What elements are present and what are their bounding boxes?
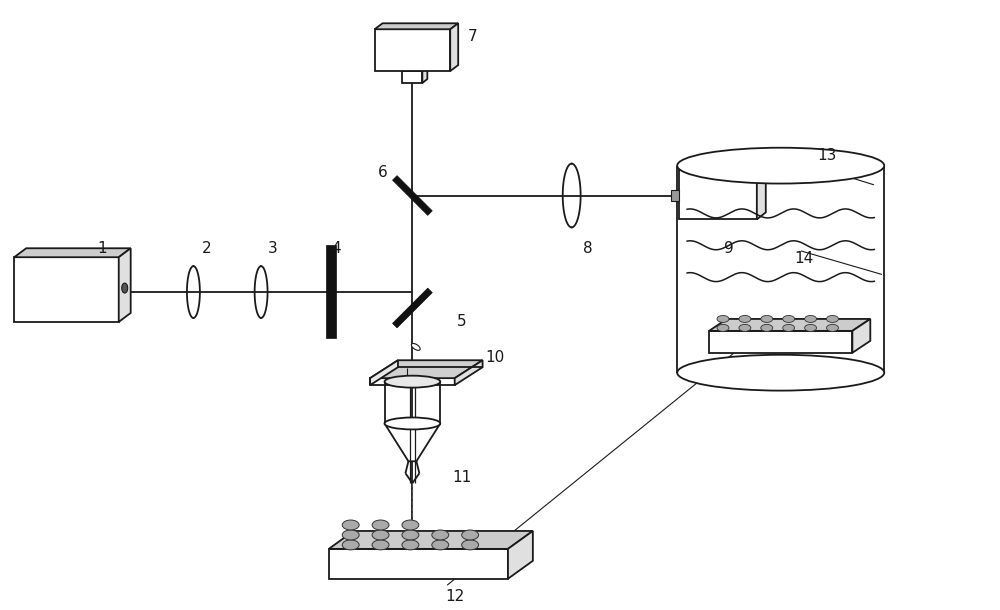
Polygon shape [709,331,852,353]
Ellipse shape [805,315,817,323]
Text: 7: 7 [467,29,477,44]
Ellipse shape [385,417,440,429]
Ellipse shape [462,530,479,540]
Polygon shape [852,319,870,353]
Polygon shape [422,67,427,83]
Text: 14: 14 [794,251,813,266]
Text: 12: 12 [446,589,465,604]
Ellipse shape [677,148,884,184]
Ellipse shape [677,355,884,390]
Polygon shape [375,23,458,29]
Text: 1: 1 [97,241,107,256]
Ellipse shape [122,283,128,293]
Polygon shape [370,378,455,385]
Ellipse shape [761,325,773,331]
Polygon shape [119,248,131,322]
Polygon shape [326,245,336,338]
Ellipse shape [827,315,838,323]
Ellipse shape [402,540,419,550]
Text: 9: 9 [724,241,734,256]
Polygon shape [402,71,422,83]
Ellipse shape [805,325,817,331]
Polygon shape [370,361,483,378]
Text: 10: 10 [485,350,505,365]
Ellipse shape [783,325,795,331]
Polygon shape [329,531,533,549]
Text: 13: 13 [817,148,836,163]
Text: 11: 11 [453,470,472,485]
Ellipse shape [739,315,751,323]
Text: 5: 5 [457,314,467,329]
Polygon shape [450,23,458,71]
Ellipse shape [827,325,838,331]
Ellipse shape [385,376,440,387]
Ellipse shape [372,530,389,540]
Polygon shape [393,288,432,328]
Ellipse shape [342,520,359,530]
Ellipse shape [462,540,479,550]
Ellipse shape [432,530,449,540]
Text: 4: 4 [331,241,341,256]
Polygon shape [375,29,450,71]
Ellipse shape [717,325,729,331]
Polygon shape [455,361,483,385]
Ellipse shape [402,520,419,530]
Ellipse shape [761,315,773,323]
Polygon shape [709,319,870,331]
Polygon shape [679,163,766,170]
Ellipse shape [372,520,389,530]
Ellipse shape [342,530,359,540]
Ellipse shape [783,315,795,323]
Text: 2: 2 [202,241,211,256]
Ellipse shape [739,325,751,331]
Polygon shape [679,170,757,220]
Polygon shape [14,257,119,322]
Ellipse shape [372,540,389,550]
Polygon shape [402,67,427,71]
Ellipse shape [717,315,729,323]
Polygon shape [370,361,398,385]
Text: 6: 6 [378,165,387,180]
Polygon shape [671,190,679,201]
Polygon shape [757,163,766,220]
Polygon shape [329,549,508,579]
Text: 8: 8 [583,241,592,256]
Polygon shape [385,423,440,461]
Polygon shape [14,248,131,257]
Ellipse shape [432,540,449,550]
Polygon shape [393,176,432,215]
Ellipse shape [402,530,419,540]
Polygon shape [508,531,533,579]
Ellipse shape [411,343,420,350]
Text: 3: 3 [268,241,278,256]
Ellipse shape [342,540,359,550]
